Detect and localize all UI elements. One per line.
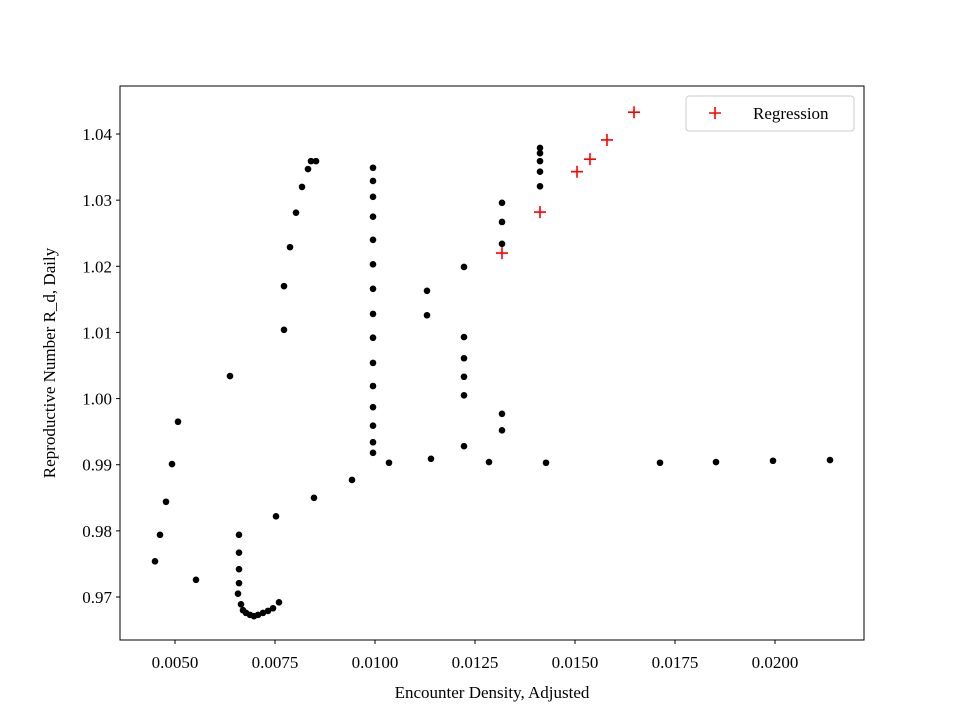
plus-marker (584, 153, 596, 166)
point (235, 549, 243, 556)
point (385, 459, 393, 467)
point (460, 391, 468, 399)
point (168, 460, 176, 468)
point (498, 427, 506, 434)
point (275, 598, 283, 606)
point (369, 213, 377, 220)
x-tick-label: 0.0200 (752, 653, 799, 672)
x-tick-label: 0.0075 (252, 653, 299, 672)
point (156, 531, 164, 539)
point (292, 209, 300, 217)
point (712, 458, 720, 466)
y-tick-label: 0.97 (82, 588, 112, 607)
point (226, 372, 234, 380)
point (369, 177, 377, 185)
point (369, 422, 377, 430)
y-tick-label: 0.99 (82, 456, 112, 475)
point (369, 310, 377, 318)
point (656, 459, 664, 467)
y-tick-label: 1.03 (82, 191, 112, 210)
point (234, 590, 242, 598)
point (427, 455, 435, 463)
point (235, 565, 243, 573)
point (423, 311, 431, 319)
x-tick-label: 0.0175 (652, 653, 699, 672)
plus-marker (571, 165, 583, 178)
plot-frame (119, 85, 865, 641)
point (151, 557, 159, 565)
point (423, 287, 431, 295)
point (312, 157, 320, 165)
plus-marker (628, 106, 640, 119)
point (254, 611, 262, 619)
y-tick-label: 1.02 (82, 257, 112, 276)
y-tick-label: 1.04 (82, 125, 112, 144)
point (272, 513, 280, 520)
point (264, 607, 272, 615)
plus-marker (534, 206, 546, 219)
point (235, 579, 243, 587)
point (460, 373, 468, 381)
point (348, 476, 356, 484)
point (280, 326, 288, 334)
x-tick-label: 0.0050 (152, 653, 199, 672)
point (192, 576, 200, 584)
point (536, 149, 544, 157)
plus-marker (601, 133, 613, 146)
x-tick-label: 0.0100 (352, 653, 399, 672)
point (536, 144, 544, 152)
plus-marker (709, 107, 721, 119)
point (369, 236, 377, 244)
point (174, 418, 182, 426)
point (536, 168, 544, 176)
point (498, 410, 506, 418)
x-tick-label: 0.0125 (452, 653, 499, 672)
point (298, 183, 306, 191)
y-tick-label: 1.00 (82, 390, 112, 409)
point (485, 458, 493, 466)
point (280, 282, 288, 290)
point (460, 333, 468, 341)
point (369, 438, 377, 446)
point (235, 531, 243, 539)
point (369, 382, 377, 390)
point (536, 182, 544, 190)
y-tick-label: 1.01 (82, 323, 112, 342)
point (769, 457, 777, 465)
point (460, 354, 468, 362)
point (369, 334, 377, 342)
point (536, 157, 544, 165)
point (498, 218, 506, 226)
point (498, 240, 506, 248)
point (369, 164, 377, 172)
point (369, 285, 377, 293)
point (826, 456, 834, 464)
point (310, 494, 318, 502)
y-tick-label: 0.98 (82, 522, 112, 541)
point (460, 263, 468, 271)
point (498, 199, 506, 207)
point (369, 403, 377, 411)
legend-box (685, 95, 855, 132)
point (162, 498, 170, 506)
x-tick-label: 0.0150 (552, 653, 599, 672)
y-axis-label: Reproductive Number R_d, Daily (40, 247, 59, 478)
point (369, 449, 377, 457)
point (237, 600, 245, 608)
x-axis-label: Encounter Density, Adjusted (395, 683, 590, 702)
point (286, 243, 294, 251)
point (369, 261, 377, 268)
point (542, 459, 550, 467)
legend-label: Regression (753, 104, 829, 123)
point (304, 165, 312, 173)
plus-marker (496, 247, 508, 260)
point (369, 359, 377, 367)
point (369, 193, 377, 201)
point (269, 604, 277, 612)
point (259, 609, 267, 617)
point (307, 157, 315, 165)
point (460, 442, 468, 450)
